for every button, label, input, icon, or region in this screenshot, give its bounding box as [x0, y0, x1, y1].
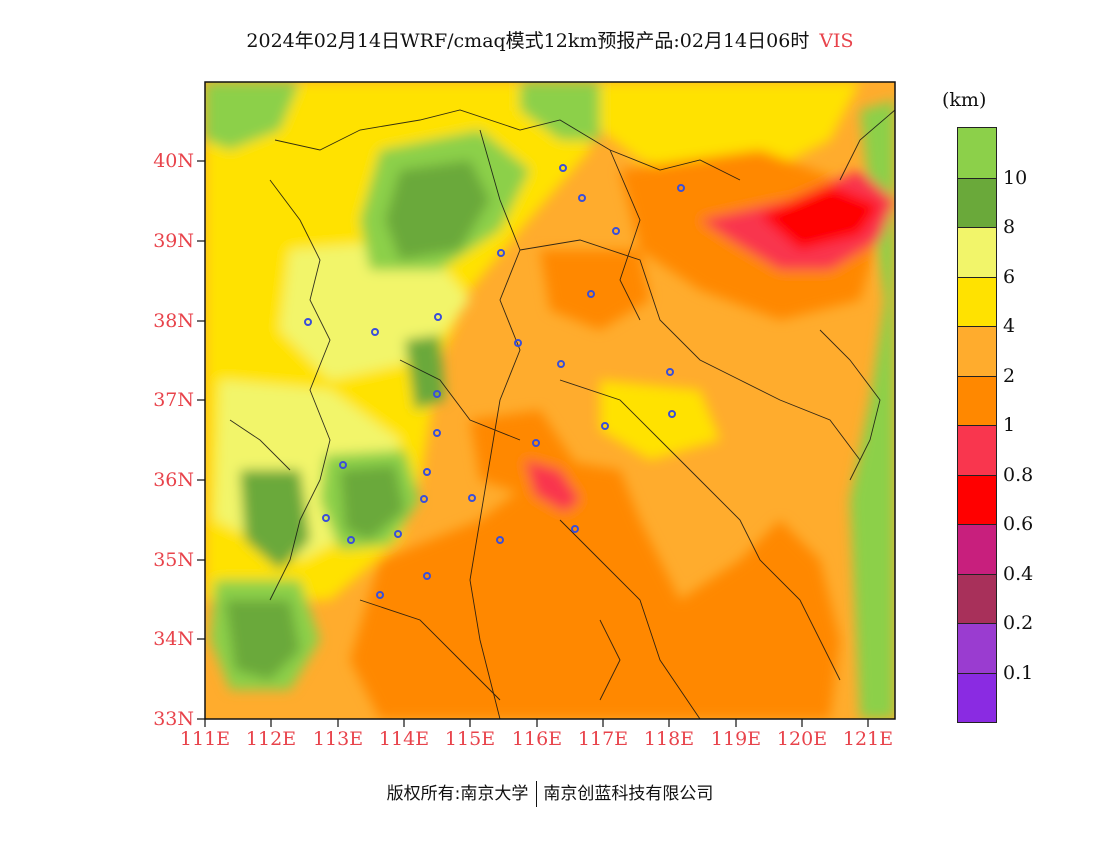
vis-region-0.8-1km-center [525, 460, 580, 512]
vis-region-8-10km-north-china [385, 160, 490, 260]
lon-label-114e: 114E [378, 728, 430, 750]
lat-label-37n: 37N [153, 389, 194, 411]
lon-label-119e: 119E [710, 728, 762, 750]
lon-label-115e: 115E [444, 728, 496, 750]
colorbar-label: 4 [1003, 315, 1016, 337]
vis-region-8-10km-shanxi [340, 465, 405, 540]
colorbar-segment [958, 672, 996, 722]
colorbar-label: 0.4 [1003, 562, 1034, 585]
colorbar-segment [958, 623, 996, 673]
lon-label-112e: 112E [245, 728, 297, 750]
vis-region-10km-sea [850, 100, 895, 719]
colorbar-unit: (km) [942, 89, 987, 111]
lat-label-40n: 40N [153, 150, 194, 172]
colorbar-segment [958, 425, 996, 475]
colorbar-segment [958, 524, 996, 574]
vis-region-0.6-0.8km-bohai [760, 185, 880, 250]
copyright-right: 南京创蓝科技有限公司 [543, 784, 714, 804]
lon-label-113e: 113E [312, 728, 364, 750]
title-main: 2024年02月14日WRF/cmaq模式12km预报产品:02月14日06时 [246, 30, 810, 52]
vis-region-8-10km-west [240, 470, 310, 570]
colorbar-segment [958, 573, 996, 623]
colorbar-label: 0.2 [1003, 612, 1034, 634]
lon-label-111e: 111E [179, 728, 231, 750]
lat-label-38n: 38N [153, 310, 194, 332]
colorbar-segment [958, 128, 996, 178]
copyright-footer: 版权所有:南京大学 南京创蓝科技有限公司 [0, 779, 1100, 807]
lat-label-39n: 39N [153, 230, 194, 252]
axis-ticks [197, 160, 869, 727]
title-variable: VIS [819, 30, 854, 52]
colorbar-label: 10 [1003, 166, 1028, 189]
lat-label-33n: 33N [153, 708, 194, 730]
colorbar-label: 6 [1003, 265, 1016, 288]
colorbar-segment [958, 276, 996, 326]
lat-label-35n: 35N [153, 549, 194, 571]
colorbar-label: 0.1 [1003, 661, 1034, 684]
colorbar-label: 2 [1003, 364, 1016, 387]
colorbar-segment [958, 177, 996, 227]
lat-label-34n: 34N [153, 628, 194, 650]
vis-region-1-2km-hebei [540, 250, 650, 330]
province-boundaries [229, 109, 895, 719]
colorbar-label: 8 [1003, 216, 1016, 238]
colorbar-segment [958, 326, 996, 376]
colorbar [957, 127, 997, 723]
lon-label-117e: 117E [577, 728, 629, 750]
lat-label-36n: 36N [153, 469, 194, 491]
vis-region-10km-nw [205, 82, 300, 150]
footer-separator [536, 781, 538, 807]
vis-region-4-6km-center [600, 380, 720, 460]
visibility-field [205, 82, 895, 719]
vis-region-4-6km-north [600, 82, 860, 180]
colorbar-segment [958, 375, 996, 425]
city-markers [304, 164, 685, 599]
colorbar-label: 0.8 [1003, 463, 1034, 486]
colorbar-label: 1 [1003, 414, 1016, 436]
lon-label-120e: 120E [776, 728, 828, 750]
copyright-left: 版权所有:南京大学 [386, 784, 529, 804]
colorbar-label: 0.6 [1003, 513, 1034, 535]
lon-label-116e: 116E [511, 728, 563, 750]
vis-region-10km-n [520, 82, 600, 140]
vis-region-1-2km-south [350, 460, 840, 719]
colorbar-segment [958, 474, 996, 524]
lon-label-121e: 121E [842, 728, 894, 750]
vis-region-8-10km-southwest [225, 600, 300, 680]
lon-label-118e: 118E [643, 728, 695, 750]
colorbar-segment [958, 227, 996, 277]
chart-title: 2024年02月14日WRF/cmaq模式12km预报产品:02月14日06时 V… [0, 26, 1100, 53]
